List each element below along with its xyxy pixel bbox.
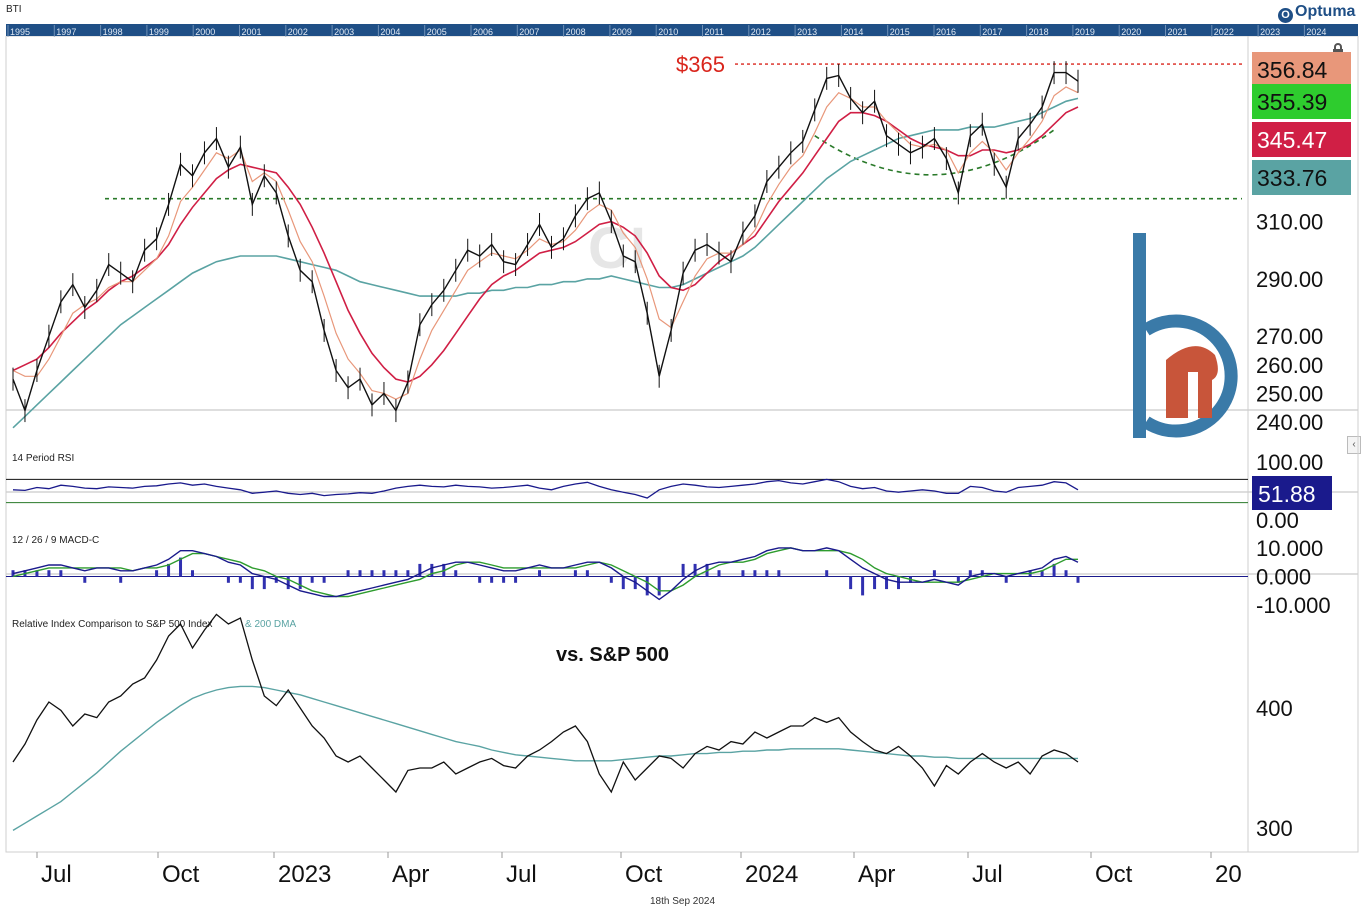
chart-date: 18th Sep 2024 <box>649 896 716 907</box>
relative-tick-label: 400 <box>1256 696 1293 721</box>
nav-year-label: 2013 <box>797 27 817 37</box>
value-tag-bg <box>1252 52 1351 87</box>
value-tag-bg <box>1252 160 1351 195</box>
price-tick-label: 310.00 <box>1256 210 1323 235</box>
nav-year-label: 2016 <box>936 27 956 37</box>
macd-pane: 12 / 26 / 9 MACD-C 10.000 0.000 -10.000 <box>6 535 1331 618</box>
logo-mark <box>1166 346 1218 418</box>
rsi-tick-label: 0.00 <box>1256 508 1299 533</box>
nav-year-label: 2009 <box>612 27 632 37</box>
chart-frame <box>5 36 1359 853</box>
macd-tick-label: 0.000 <box>1256 565 1311 590</box>
series-line-ma_mid <box>12 106 1079 383</box>
x-tick-label: Oct <box>1095 861 1133 888</box>
macd-title: 12 / 26 / 9 MACD-C <box>12 535 99 546</box>
x-tick-label: 20 <box>1215 861 1242 888</box>
series-line-ma_slow <box>12 97 1079 429</box>
x-tick-label: Jul <box>41 861 72 888</box>
x-tick-label: 2023 <box>278 861 331 888</box>
nav-year-label: 2022 <box>1214 27 1234 37</box>
value-tag-text: 333.76 <box>1257 165 1327 191</box>
nav-year-label: 1998 <box>103 27 123 37</box>
value-tag-bg <box>1252 122 1351 157</box>
relative-dma-line <box>12 685 1078 832</box>
macd-tick-label: 10.000 <box>1256 536 1323 561</box>
nav-year-label: 1997 <box>56 27 76 37</box>
value-tag-text: 356.84 <box>1257 57 1328 83</box>
nav-year-label: 2021 <box>1168 27 1188 37</box>
nav-year-label: 2018 <box>1029 27 1049 37</box>
price-tick-label: 250.00 <box>1256 381 1323 406</box>
macd-signal-line <box>12 547 1078 598</box>
price-tick-label: 260.00 <box>1256 353 1323 378</box>
nav-year-label: 2019 <box>1075 27 1095 37</box>
nav-year-label: 1999 <box>149 27 169 37</box>
x-tick-label: Apr <box>858 861 895 888</box>
macd-tick-label: -10.000 <box>1256 593 1331 618</box>
value-tag-text: 355.39 <box>1257 89 1327 115</box>
nav-year-label: 2024 <box>1306 27 1326 37</box>
brand-logo: O Optuma <box>1278 3 1355 23</box>
rsi-title: 14 Period RSI <box>12 453 74 464</box>
x-tick-label: 2024 <box>745 861 798 888</box>
optuma-icon: O <box>1278 8 1293 23</box>
series-line-price <box>12 71 1079 413</box>
nav-year-label: 2014 <box>843 27 863 37</box>
rounding-bottom-arc <box>814 129 1055 176</box>
relative-pane: Relative Index Comparison to S&P 500 Ind… <box>12 613 1293 841</box>
nav-year-label: 2007 <box>519 27 539 37</box>
rsi-value-tag-text: 51.88 <box>1258 481 1316 507</box>
relative-title: Relative Index Comparison to S&P 500 Ind… <box>12 619 213 630</box>
x-tick-label: Oct <box>162 861 200 888</box>
x-tick-label: Jul <box>972 861 1003 888</box>
rsi-line <box>12 478 1079 499</box>
nav-year-label: 2004 <box>380 27 400 37</box>
relative-subtitle: vs. S&P 500 <box>556 644 669 666</box>
chart-canvas[interactable]: CI $365 310.00 290.00 270.00 260.00 250.00 240.… <box>0 36 1365 896</box>
value-tag-bg <box>1252 84 1351 119</box>
price-tick-label: 240.00 <box>1256 410 1323 435</box>
value-tag-text: 345.47 <box>1257 127 1327 153</box>
logo-stem <box>1133 233 1146 438</box>
nav-year-label: 2003 <box>334 27 354 37</box>
nav-year-label: 2012 <box>751 27 771 37</box>
price-pane: CI $365 310.00 290.00 270.00 260.00 250.00 240.… <box>12 52 1351 438</box>
nav-year-label: 2000 <box>195 27 215 37</box>
price-tick-label: 290.00 <box>1256 267 1323 292</box>
nav-year-label: 2015 <box>890 27 910 37</box>
series-line-ma_fast <box>12 86 1079 400</box>
nav-year-label: 2010 <box>658 27 678 37</box>
x-tick-label: Oct <box>625 861 663 888</box>
rsi-tick-label: 100.00 <box>1256 450 1323 475</box>
x-tick-label: Jul <box>506 861 537 888</box>
nav-year-label: 2011 <box>705 27 724 37</box>
relative-tick-label: 300 <box>1256 816 1293 841</box>
nav-year-label: 2001 <box>242 27 262 37</box>
nav-year-label: 2008 <box>566 27 586 37</box>
price-tick-label: 270.00 <box>1256 324 1323 349</box>
timeline-navigator[interactable]: 1995 1997 1998 1999 2000 2001 2002 2003 2004 2005… <box>6 24 1358 37</box>
resistance-label: $365 <box>676 52 725 77</box>
relative-title-dma: & 200 DMA <box>245 619 296 630</box>
nav-year-label: 2005 <box>427 27 447 37</box>
relative-line <box>12 613 1079 794</box>
rsi-value-tag-bg <box>1252 476 1332 510</box>
x-tick-label: Apr <box>392 861 429 888</box>
ticker-symbol: BTI <box>6 4 22 15</box>
macd-line <box>12 547 1079 601</box>
x-axis: Jul Oct 2023 Apr Jul Oct 2024 Apr Jul Oct 20 <box>36 852 1242 888</box>
timeline-years: 1995 1997 1998 1999 2000 2001 2002 2003 2004 2005… <box>7 25 1326 37</box>
watermark: CI <box>588 216 646 281</box>
nav-year-label: 2023 <box>1260 27 1280 37</box>
nav-year-label: 1995 <box>10 27 30 37</box>
brand-name: Optuma <box>1295 3 1356 20</box>
nav-year-label: 2002 <box>288 27 308 37</box>
logo-bowl <box>1142 314 1238 438</box>
nav-year-label: 2020 <box>1121 27 1141 37</box>
nav-year-label: 2017 <box>982 27 1002 37</box>
nav-year-label: 2006 <box>473 27 493 37</box>
